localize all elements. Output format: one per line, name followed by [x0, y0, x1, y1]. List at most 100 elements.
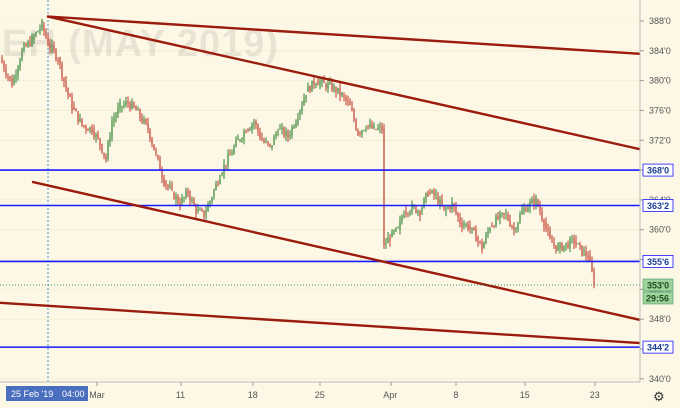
candle-body [59, 58, 61, 64]
candle-body [561, 243, 563, 251]
countdown-badge [642, 291, 674, 305]
candle-body [201, 209, 203, 211]
candle-body [43, 24, 45, 31]
candle-body [125, 101, 127, 105]
candle-body [207, 204, 209, 212]
candle-body [307, 86, 309, 92]
candle-body [537, 199, 539, 206]
candle-body [77, 111, 79, 122]
level-badge [642, 340, 674, 354]
candle-body [295, 122, 297, 127]
candle-body [373, 125, 375, 129]
candle-body [37, 31, 39, 33]
candle-body [313, 80, 315, 86]
candle-body [143, 119, 145, 123]
candle-body [101, 144, 103, 153]
candle-body [71, 96, 73, 110]
candle-body [577, 243, 579, 245]
candle-body [297, 118, 299, 123]
trendline-descending-support[interactable] [31, 180, 642, 322]
candle-body [251, 124, 253, 129]
candle-body [375, 129, 377, 131]
candle-body [553, 242, 555, 245]
candle-body [407, 213, 409, 215]
candle-body [365, 128, 367, 131]
candle-body [461, 222, 463, 227]
candle-body [299, 110, 301, 115]
candle-body [457, 212, 459, 218]
candle-body [349, 101, 351, 106]
candle-body [23, 44, 25, 51]
candle-body [49, 43, 51, 49]
candle-body [477, 237, 479, 242]
candle-body [175, 196, 177, 199]
candle-body [487, 231, 489, 235]
candle-body [305, 95, 307, 99]
level-badge [642, 163, 674, 177]
candle-body [215, 183, 217, 190]
horizontal-levels[interactable] [0, 169, 640, 348]
candle-body [171, 186, 173, 189]
candle-body [531, 199, 533, 204]
level-badge-label: 355'6 [647, 257, 669, 267]
candle-body [367, 125, 369, 127]
trendline-lower-channel[interactable] [0, 301, 642, 345]
candle-body [479, 241, 481, 243]
candle-body [331, 82, 333, 91]
candle-body [213, 189, 215, 197]
candle-body [55, 50, 57, 60]
candle-body [397, 227, 399, 229]
candle-body [455, 206, 457, 213]
candle-body [65, 81, 67, 89]
x-tick-label: 23 [590, 390, 600, 400]
candle-body [29, 41, 31, 46]
candle-body [139, 109, 141, 118]
candle-body [327, 83, 329, 89]
level-badge [642, 255, 674, 268]
candle-body [267, 141, 269, 144]
candle-body [471, 227, 473, 230]
candle-body [231, 153, 233, 156]
candle-body [259, 131, 261, 138]
trendlines[interactable] [0, 15, 642, 345]
candle-body [227, 154, 229, 166]
candle-body [343, 95, 345, 97]
candle-body [481, 242, 483, 251]
candle-body [177, 196, 179, 203]
candle-body [135, 107, 137, 111]
candle-body [345, 96, 347, 101]
candle-body [369, 124, 371, 127]
candle-body [229, 154, 231, 156]
candle-body [19, 60, 21, 68]
candle-body [573, 238, 575, 244]
candle-body [527, 207, 529, 212]
trendline-upper-channel[interactable] [46, 15, 642, 55]
candle-body [209, 201, 211, 205]
candle-body [41, 20, 43, 29]
candle-body [491, 226, 493, 227]
candle-body [499, 213, 501, 219]
settings-gear-icon[interactable]: ⚙ [653, 390, 665, 405]
y-tick-label: 348'0 [649, 314, 671, 324]
candle-body [403, 214, 405, 218]
countdown-label: 29:56 [646, 294, 669, 304]
candle-body [69, 94, 71, 97]
candle-body [421, 207, 423, 212]
candle-body [225, 164, 227, 166]
candle-body [335, 88, 337, 93]
trendline-descending-resistance[interactable] [46, 15, 642, 151]
candle-body [103, 152, 105, 156]
candle-body [333, 85, 335, 91]
last-price-label: 353'0 [647, 281, 669, 291]
candle-body [583, 250, 585, 253]
time-axis-panel[interactable] [0, 382, 680, 408]
candle-body [359, 132, 361, 134]
candle-body [571, 238, 573, 240]
candle-body [63, 77, 65, 82]
candle-body [525, 208, 527, 212]
candle-body [11, 78, 13, 87]
candle-body [7, 75, 9, 77]
candle-body [321, 79, 323, 82]
candle-body [363, 130, 365, 132]
